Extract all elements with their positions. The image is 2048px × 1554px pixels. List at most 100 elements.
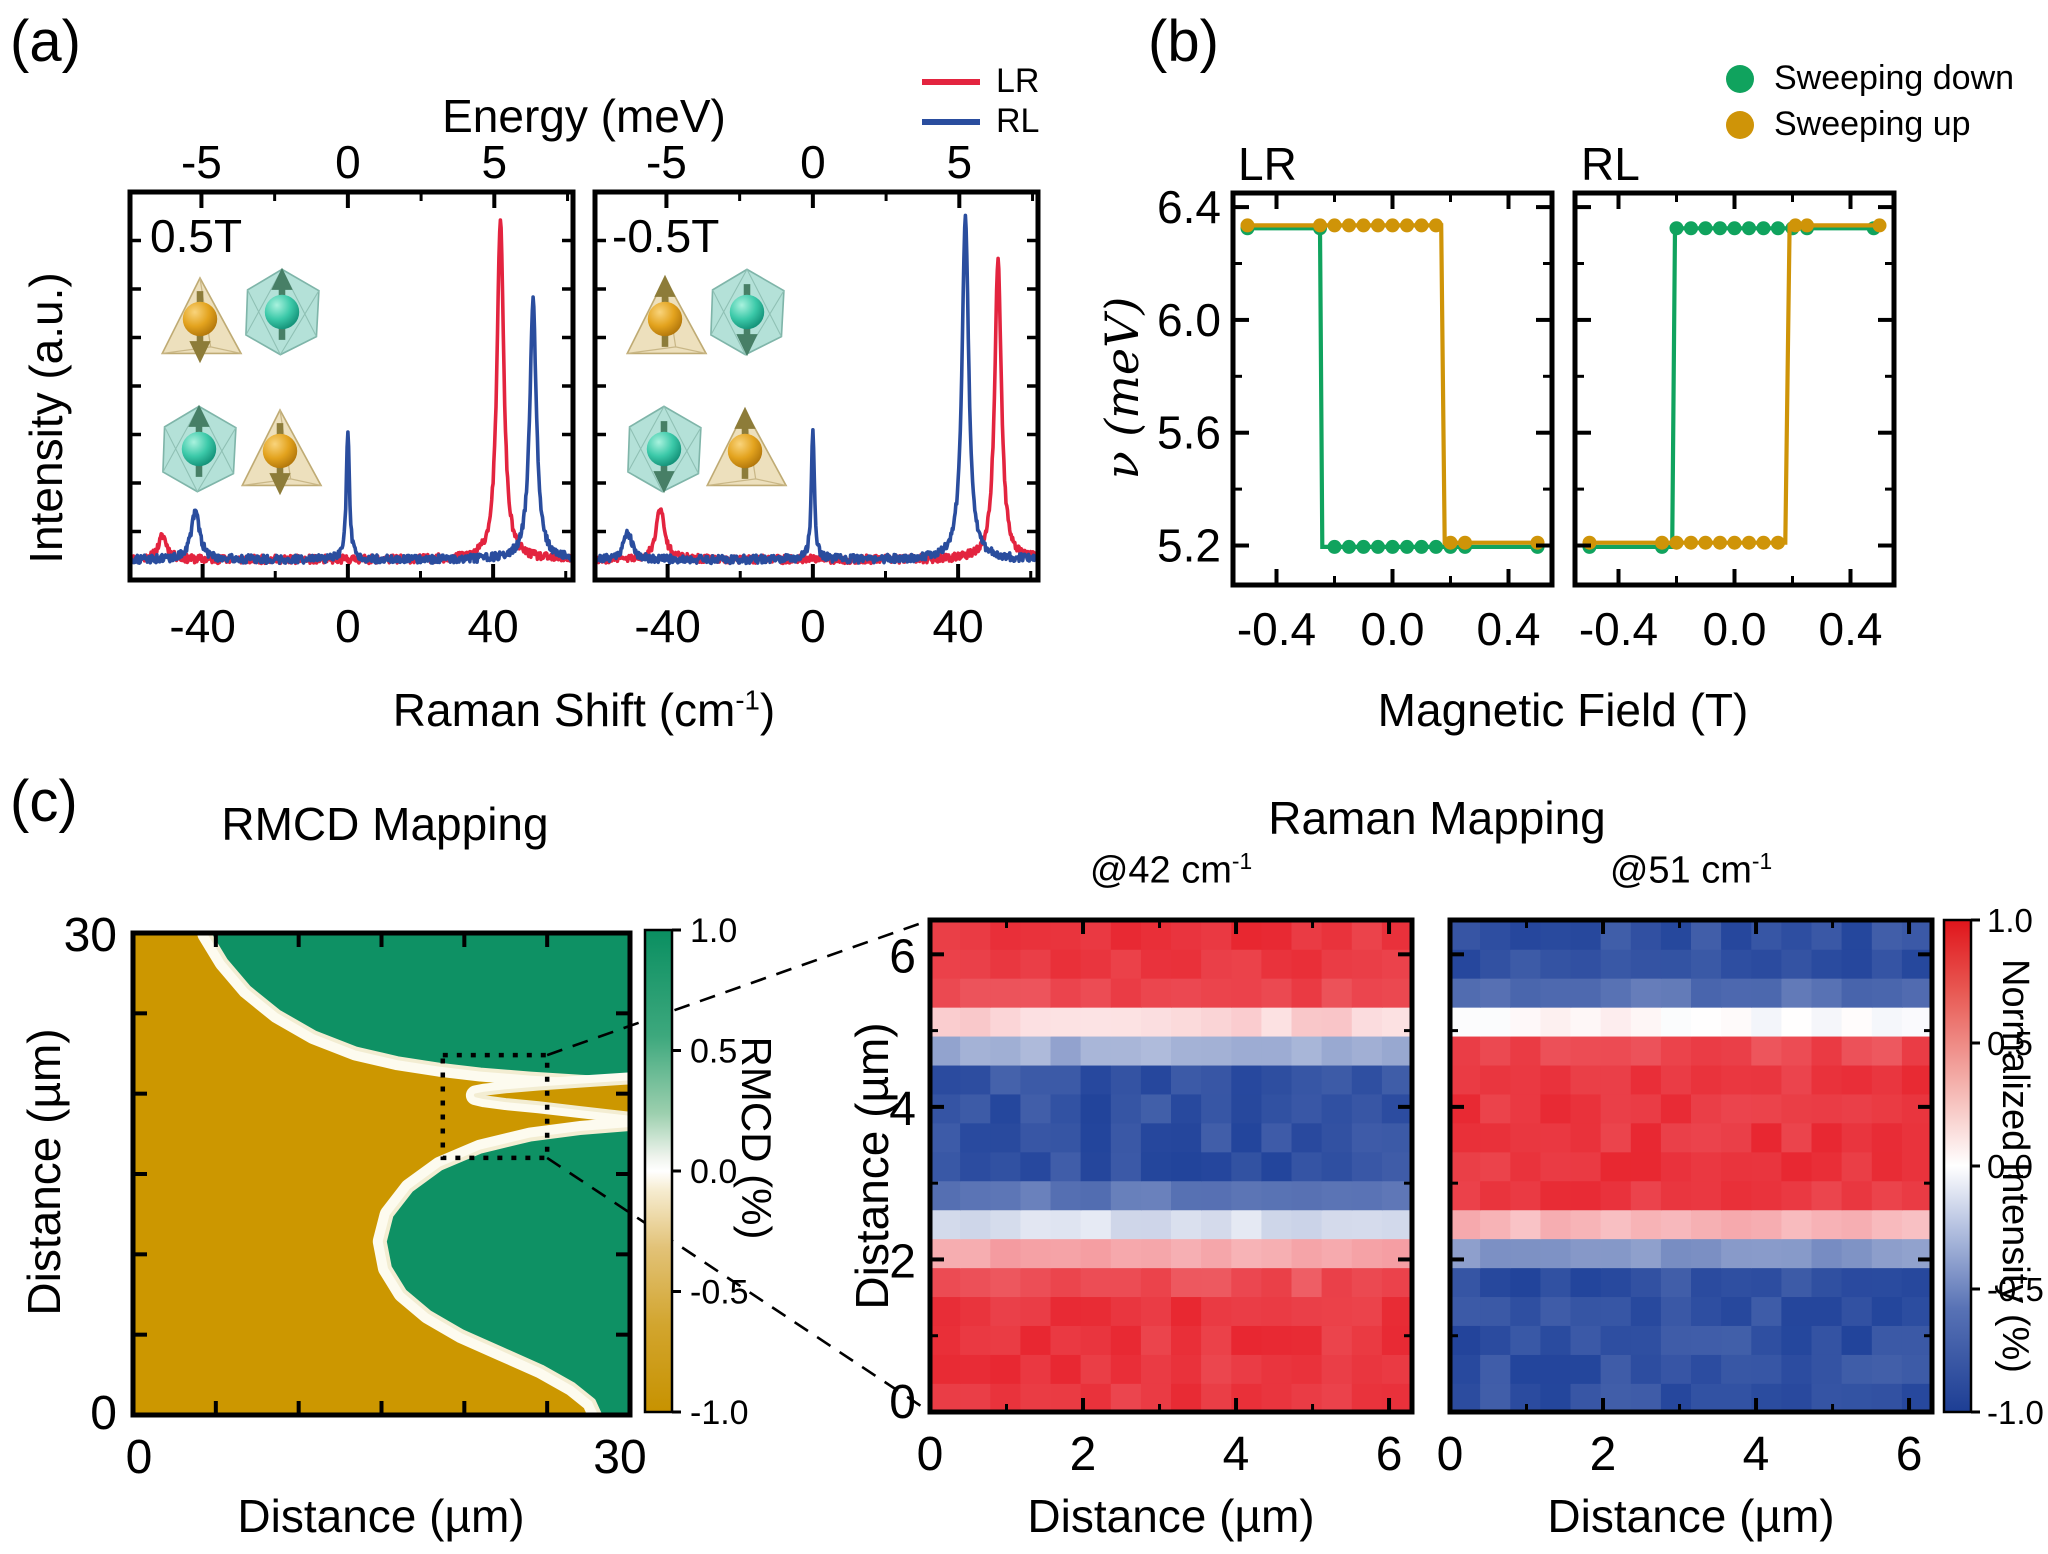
panel-a-plots: -40 0 40 -5 0 5 -40 0 40 -5 0 5 <box>127 136 1041 652</box>
rmcd-map-image <box>133 933 630 1415</box>
panel-a-letter: (a) <box>10 9 81 74</box>
panel-b-letter: (b) <box>1148 9 1219 74</box>
legend-row-sweep-up: Sweeping up <box>1726 102 2014 148</box>
svg-text:0.5: 0.5 <box>1987 1025 2033 1062</box>
tetrahedron-spin-down-icon <box>160 276 243 364</box>
field-label-neg: -0.5T <box>612 210 720 262</box>
legend-label-rl: RL <box>996 102 1040 141</box>
tetrahedron-spin-up-icon <box>625 274 708 355</box>
hysteresis-legend: Sweeping down Sweeping up <box>1726 56 2014 148</box>
legend-row-rl: RL <box>922 102 1039 142</box>
svg-text:-0.4: -0.4 <box>1237 603 1316 655</box>
hysteresis-line-Sweeping up <box>1247 223 1538 545</box>
map42-x-axis-title: Distance (µm) <box>1027 1490 1315 1542</box>
svg-text:4: 4 <box>1743 1428 1770 1481</box>
svg-text:6: 6 <box>1896 1428 1923 1481</box>
hysteresis-line-Sweeping down <box>1589 226 1874 550</box>
map51-x-axis-title: Distance (µm) <box>1547 1490 1835 1542</box>
svg-text:-1.0: -1.0 <box>690 1394 749 1432</box>
lr-line-swatch <box>922 79 980 85</box>
svg-text:-0.5: -0.5 <box>1987 1271 2044 1308</box>
svg-text:-1.0: -1.0 <box>1987 1394 2044 1431</box>
svg-text:2: 2 <box>1590 1428 1617 1481</box>
tetrahedron-spin-up-icon <box>705 406 788 487</box>
hysteresis-plot-RL: -0.4 0.0 0.4 <box>1572 190 1897 655</box>
svg-text:-0.4: -0.4 <box>1579 603 1658 655</box>
sweep-up-dot <box>1726 111 1754 139</box>
markers-Sweeping up <box>1240 218 1545 550</box>
svg-text:0.4: 0.4 <box>1819 603 1883 655</box>
subplot-title-rl: RL <box>1581 138 1640 190</box>
octahedron-spin-down-icon <box>627 405 702 494</box>
svg-text:4: 4 <box>889 1083 916 1136</box>
heat-cells <box>930 920 1413 1413</box>
markers-Sweeping down <box>1240 221 1545 554</box>
hysteresis-plot-LR: 6.4 6.0 5.6 5.2 -0.4 0.0 0.4 <box>1157 181 1555 655</box>
svg-text:6: 6 <box>1376 1428 1403 1481</box>
svg-text:1.0: 1.0 <box>1987 902 2033 939</box>
heat-cells <box>1450 920 1933 1413</box>
insets-0.5T <box>160 267 323 496</box>
svg-text:5.2: 5.2 <box>1157 520 1221 572</box>
svg-text:-5: -5 <box>646 136 687 188</box>
subplot-title-lr: LR <box>1238 138 1297 190</box>
svg-text:-5: -5 <box>181 136 222 188</box>
field-label-pos: 0.5T <box>150 210 243 262</box>
nu-axis-title: ν (meV) <box>1094 296 1149 480</box>
legend-label-sweep-down: Sweeping down <box>1774 59 2015 98</box>
rmcd-x-axis-title: Distance (µm) <box>237 1490 525 1542</box>
svg-text:0.0: 0.0 <box>1361 603 1425 655</box>
tetrahedron-spin-down-icon <box>240 408 323 496</box>
energy-axis-title: Energy (meV) <box>442 90 726 142</box>
svg-text:0.5: 0.5 <box>690 1033 737 1071</box>
raman-shift-axis-title: Raman Shift (cm-1) <box>392 684 776 736</box>
svg-text:0: 0 <box>917 1428 944 1481</box>
raman-colorbar-title: Normalized Intensity (%) <box>1993 959 2036 1373</box>
map51-title: @51 cm-1 <box>1609 848 1773 892</box>
raman-mapping-title: Raman Mapping <box>1268 792 1606 844</box>
svg-text:40: 40 <box>933 600 984 652</box>
svg-text:-0.5: -0.5 <box>690 1274 749 1312</box>
legend-label-lr: LR <box>996 62 1040 101</box>
rmcd-mapping-title: RMCD Mapping <box>221 798 549 850</box>
svg-text:2: 2 <box>889 1235 916 1288</box>
rl-line-swatch <box>922 119 980 125</box>
zoom-region-box <box>440 1052 550 1161</box>
svg-text:5.6: 5.6 <box>1157 407 1221 459</box>
raman-map-c_raman42: 00 2 2 4 4 6 6 <box>889 917 1415 1481</box>
svg-text:0: 0 <box>1437 1428 1464 1481</box>
rmcd-colorbar: 1.0 0.5 0.0 -0.5 -1.0 <box>643 912 749 1432</box>
svg-text:4: 4 <box>1223 1428 1250 1481</box>
svg-text:40: 40 <box>468 600 519 652</box>
map42-y-axis-title: Distance (µm) <box>845 1022 898 1310</box>
insets--0.5T <box>625 268 788 494</box>
spectrum-curve-LR <box>593 256 1040 566</box>
panel-b-plots: 6.4 6.0 5.6 5.2 -0.4 0.0 0.4 -0.4 0.0 0.4 <box>1157 181 1897 655</box>
svg-text:6.0: 6.0 <box>1157 294 1221 346</box>
legend-row-lr: LR <box>922 62 1039 102</box>
legend-row-sweep-down: Sweeping down <box>1726 56 2014 102</box>
panel-c-letter: (c) <box>10 769 78 834</box>
spectra-legend: LR RL <box>922 62 1039 142</box>
spectrum-curve-RL <box>128 295 575 566</box>
svg-text:6.4: 6.4 <box>1157 181 1221 233</box>
rmcd-y-axis-title: Distance (µm) <box>17 1028 70 1316</box>
svg-text:0: 0 <box>800 136 826 188</box>
svg-text:0: 0 <box>90 1387 117 1440</box>
spectrum-curve-RL <box>593 213 1040 566</box>
hysteresis-line-Sweeping down <box>1247 226 1538 550</box>
svg-text:0: 0 <box>335 600 361 652</box>
svg-text:5: 5 <box>947 136 973 188</box>
svg-text:1.0: 1.0 <box>690 912 737 950</box>
svg-text:0: 0 <box>889 1376 916 1429</box>
svg-text:0: 0 <box>335 136 361 188</box>
svg-text:0: 0 <box>800 600 826 652</box>
svg-text:30: 30 <box>64 909 117 962</box>
hysteresis-line-Sweeping up <box>1589 223 1880 545</box>
svg-text:5: 5 <box>482 136 508 188</box>
svg-text:-40: -40 <box>169 600 235 652</box>
svg-text:-40: -40 <box>634 600 700 652</box>
svg-text:0: 0 <box>126 1431 153 1484</box>
rmcd-colorbar-title: RMCD (%) <box>733 1036 781 1240</box>
